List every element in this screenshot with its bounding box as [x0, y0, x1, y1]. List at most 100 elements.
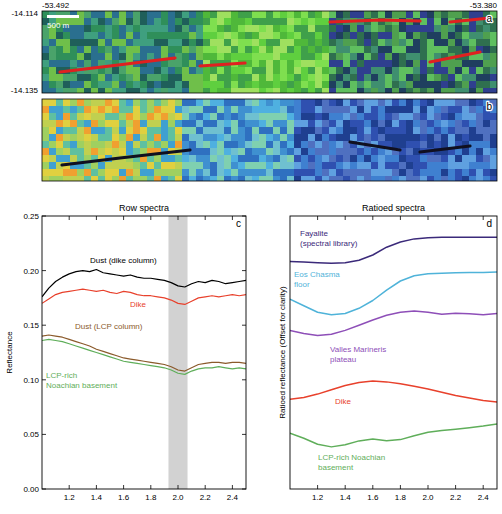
image-pixel: [259, 134, 266, 141]
image-pixel: [343, 148, 350, 155]
image-pixel: [196, 155, 203, 162]
image-pixel: [469, 25, 476, 32]
image-pixel: [210, 162, 217, 169]
image-pixel: [91, 176, 98, 181]
image-pixel: [469, 67, 476, 74]
image-pixel: [245, 148, 252, 155]
image-pixel: [392, 60, 399, 67]
image-pixel: [77, 134, 84, 141]
image-pixel: [420, 39, 427, 46]
image-pixel: [280, 106, 287, 113]
image-pixel: [434, 113, 441, 120]
image-pixel: [301, 127, 308, 134]
image-pixel: [399, 134, 406, 141]
image-pixel: [378, 155, 385, 162]
image-pixel: [399, 127, 406, 134]
image-pixel: [210, 18, 217, 25]
image-pixel: [196, 176, 203, 181]
image-pixel: [105, 113, 112, 120]
image-pixel: [161, 169, 168, 176]
image-pixel: [105, 99, 112, 106]
image-pixel: [112, 18, 119, 25]
image-pixel: [455, 81, 462, 88]
image-pixel: [98, 74, 105, 81]
image-pixel: [273, 88, 280, 93]
image-pixel: [315, 155, 322, 162]
image-pixel: [49, 99, 56, 106]
image-pixel: [350, 169, 357, 176]
image-pixel: [434, 134, 441, 141]
image-pixel: [315, 162, 322, 169]
image-pixel: [133, 106, 140, 113]
image-pixel: [49, 81, 56, 88]
image-pixel: [91, 106, 98, 113]
image-pixel: [364, 81, 371, 88]
image-pixel: [490, 162, 497, 169]
image-pixel: [392, 134, 399, 141]
image-pixel: [147, 25, 154, 32]
image-pixel: [301, 74, 308, 81]
image-pixel: [196, 134, 203, 141]
image-pixel: [455, 39, 462, 46]
panel-letter: a: [486, 13, 492, 24]
image-pixel: [364, 134, 371, 141]
image-pixel: [364, 11, 371, 18]
image-pixel: [91, 46, 98, 53]
image-pixel: [84, 32, 91, 39]
image-pixel: [42, 46, 49, 53]
image-pixel: [413, 141, 420, 148]
image-pixel: [371, 162, 378, 169]
image-pixel: [490, 141, 497, 148]
image-pixel: [343, 127, 350, 134]
image-pixel: [210, 39, 217, 46]
image-pixel: [147, 113, 154, 120]
image-pixel: [224, 113, 231, 120]
image-pixel: [455, 11, 462, 18]
image-pixel: [322, 39, 329, 46]
image-pixel: [168, 11, 175, 18]
image-pixel: [203, 141, 210, 148]
image-pixel: [350, 120, 357, 127]
image-pixel: [189, 60, 196, 67]
image-pixel: [329, 53, 336, 60]
image-pixel: [392, 67, 399, 74]
image-pixel: [448, 11, 455, 18]
image-pixel: [63, 99, 70, 106]
image-pixel: [238, 46, 245, 53]
image-pixel: [91, 127, 98, 134]
image-pixel: [42, 74, 49, 81]
image-pixel: [315, 39, 322, 46]
x-tick: [69, 216, 70, 220]
image-pixel: [406, 46, 413, 53]
image-pixel: [175, 99, 182, 106]
image-pixel: [273, 60, 280, 67]
image-pixel: [350, 46, 357, 53]
image-pixel: [182, 99, 189, 106]
image-pixel: [462, 162, 469, 169]
image-pixel: [399, 155, 406, 162]
image-pixel: [441, 81, 448, 88]
image-pixel: [364, 67, 371, 74]
image-pixel: [343, 60, 350, 67]
image-pixel: [406, 148, 413, 155]
image-pixel: [77, 148, 84, 155]
image-pixel: [448, 176, 455, 181]
image-pixel: [175, 18, 182, 25]
coord-label: -14.114: [11, 9, 38, 18]
image-pixel: [42, 134, 49, 141]
image-pixel: [455, 74, 462, 81]
image-pixel: [357, 74, 364, 81]
image-pixel: [119, 120, 126, 127]
image-pixel: [91, 134, 98, 141]
image-pixel: [329, 88, 336, 93]
x-tick: [400, 485, 401, 489]
image-pixel: [259, 53, 266, 60]
image-pixel: [63, 46, 70, 53]
image-pixel: [294, 148, 301, 155]
image-pixel: [119, 32, 126, 39]
image-pixel: [455, 120, 462, 127]
series-line: [42, 339, 246, 374]
image-pixel: [217, 39, 224, 46]
image-pixel: [399, 106, 406, 113]
image-pixel: [441, 120, 448, 127]
